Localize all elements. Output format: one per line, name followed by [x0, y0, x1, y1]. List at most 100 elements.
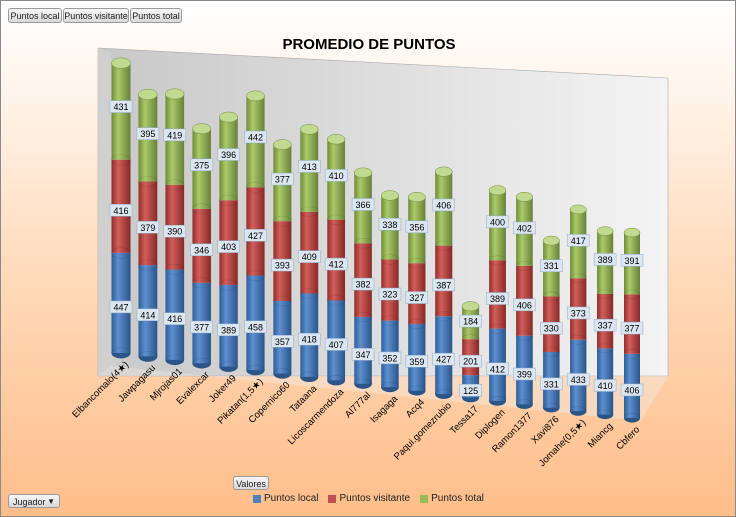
- segment-edge: [246, 364, 265, 376]
- cylinder-14: 412 389 400: [486, 185, 509, 406]
- cylinder-top: [434, 166, 453, 177]
- cylinder-15: 399 406 402: [513, 191, 536, 410]
- segment-edge: [488, 255, 507, 266]
- chart-title: PROMEDIO DE PUNTOS: [282, 36, 455, 53]
- data-label-visitante-6: 393: [275, 261, 290, 271]
- segment-edge: [542, 402, 560, 413]
- segment-edge: [273, 368, 292, 379]
- segment-edge: [353, 378, 373, 390]
- data-label-total-17: 417: [571, 236, 586, 246]
- data-label-box: [405, 355, 429, 368]
- legend-swatch-local: [253, 494, 261, 503]
- data-label-box: [190, 243, 213, 257]
- data-label-box: [324, 169, 348, 182]
- segment-edge: [165, 264, 185, 276]
- segment-edge: [515, 330, 534, 341]
- data-label-box: [593, 318, 617, 332]
- data-label-box: [566, 306, 590, 320]
- segment-edge: [515, 399, 534, 410]
- data-label-box: [190, 320, 213, 334]
- data-label-local-19: 406: [624, 385, 639, 395]
- data-label-total-16: 331: [544, 261, 559, 271]
- legend-label-visitante: Puntos visitante: [339, 493, 411, 504]
- data-label-box: [620, 383, 644, 397]
- cylinder-top: [488, 185, 507, 196]
- data-label-total-7: 413: [302, 162, 317, 172]
- data-label-total-6: 377: [275, 175, 290, 185]
- legend-item-total: Puntos total: [420, 493, 484, 504]
- segment-edge: [111, 154, 131, 166]
- segment-edge: [569, 334, 587, 345]
- data-label-box: [271, 258, 294, 272]
- cylinder-top: [542, 235, 560, 246]
- cylinder-top: [300, 124, 319, 135]
- data-label-visitante-1: 379: [140, 223, 155, 233]
- cylinder-3: 377 346 375: [190, 123, 213, 369]
- data-label-box: [351, 198, 375, 211]
- data-label-local-18: 410: [598, 381, 613, 391]
- jugador-dropdown[interactable]: Jugador ▼: [8, 494, 60, 508]
- jugador-label: Jugador: [13, 497, 46, 507]
- data-label-box: [271, 335, 294, 348]
- chevron-down-icon: ▼: [47, 497, 55, 506]
- field-button-puntos-total[interactable]: Puntos total: [130, 8, 182, 23]
- data-label-box: [432, 198, 455, 212]
- data-label-visitante-14: 389: [490, 294, 505, 304]
- data-label-box: [513, 298, 536, 312]
- data-label-visitante-10: 323: [382, 290, 397, 300]
- data-label-box: [136, 127, 160, 140]
- values-button[interactable]: Valores: [233, 476, 269, 490]
- segment-edge: [461, 334, 480, 345]
- segment-edge: [326, 375, 346, 386]
- legend-item-visitante: Puntos visitante: [328, 493, 410, 504]
- legend-swatch-visitante: [328, 494, 337, 503]
- data-label-visitante-12: 387: [436, 280, 451, 290]
- data-label-local-14: 412: [490, 364, 505, 374]
- cylinder-top: [192, 123, 212, 135]
- data-label-box: [593, 253, 617, 266]
- data-label-box: [190, 158, 213, 172]
- legend-label-total: Puntos total: [431, 493, 484, 504]
- cylinder-top: [569, 204, 587, 215]
- segment-edge: [380, 254, 399, 265]
- segment-edge: [111, 247, 131, 259]
- segment-edge: [273, 215, 292, 227]
- field-button-puntos-visitante[interactable]: Puntos visitante: [63, 8, 129, 23]
- bars-group: 4474164314143793954163904193773463753894…: [109, 57, 644, 423]
- segment-edge: [111, 347, 131, 359]
- data-label-local-1: 414: [140, 310, 155, 320]
- cylinder-top: [407, 191, 426, 203]
- data-label-visitante-8: 412: [329, 260, 344, 270]
- cylinder-4: 389 403 396: [217, 111, 240, 373]
- data-label-box: [566, 373, 590, 386]
- cylinder-8: 407 412 410: [324, 134, 348, 386]
- data-label-total-11: 356: [409, 222, 424, 232]
- legend-label-local: Puntos local: [264, 493, 319, 504]
- data-label-box: [513, 367, 536, 381]
- data-label-box: [217, 240, 240, 253]
- data-label-box: [244, 130, 267, 144]
- segment-edge: [192, 277, 212, 289]
- segment-edge: [596, 343, 614, 354]
- data-label-box: [163, 224, 187, 238]
- field-button-puntos-local[interactable]: Puntos local: [8, 8, 62, 23]
- data-label-local-11: 359: [409, 357, 424, 367]
- segment-edge: [488, 395, 507, 406]
- cylinder-top: [165, 88, 185, 100]
- data-label-box: [459, 314, 482, 328]
- data-label-box: [540, 259, 563, 272]
- x-tick-label-18: Miancg: [586, 421, 615, 450]
- data-label-box: [486, 362, 509, 376]
- segment-edge: [407, 318, 426, 330]
- data-label-total-4: 396: [221, 150, 236, 160]
- cylinder-top: [327, 134, 346, 145]
- data-label-total-12: 406: [436, 200, 451, 210]
- data-label-visitante-0: 416: [113, 206, 128, 216]
- cylinder-13: 125 201 184: [459, 301, 482, 403]
- cylinder-top: [380, 190, 399, 201]
- data-label-total-1: 395: [140, 129, 155, 139]
- segment-edge: [192, 357, 212, 369]
- data-label-box: [432, 278, 455, 292]
- segment-edge: [380, 382, 399, 393]
